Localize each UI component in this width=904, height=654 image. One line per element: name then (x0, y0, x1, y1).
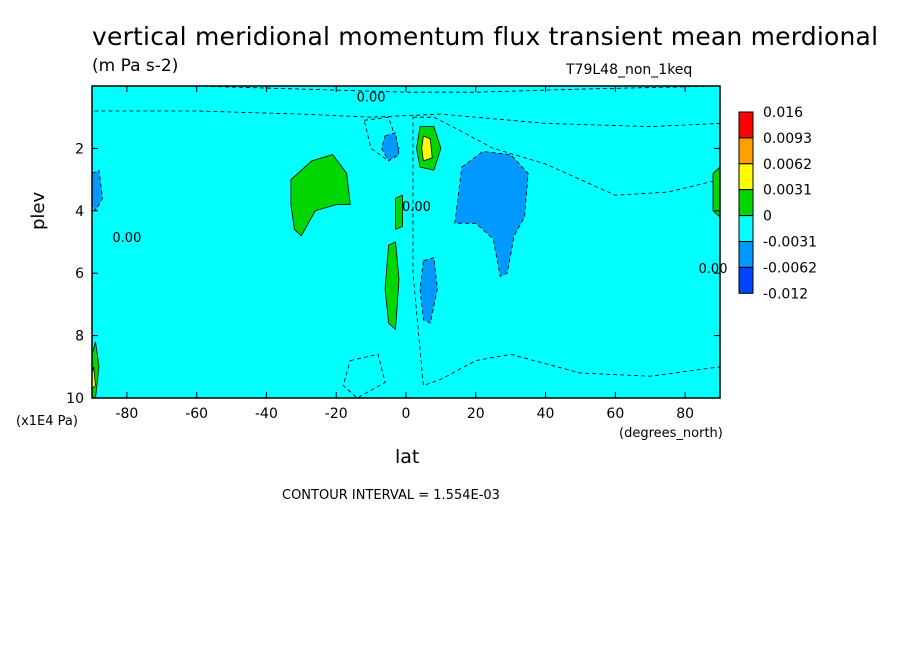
contour-label: 0.00 (699, 262, 728, 277)
x-tick-label: 20 (467, 406, 485, 422)
contour-region (384, 241, 400, 331)
x-axis-units: (degrees_north) (619, 426, 723, 441)
x-tick-label: 60 (606, 406, 624, 422)
contour-region (290, 154, 351, 237)
colorbar-label: 0.016 (763, 105, 803, 121)
contour-interval: CONTOUR INTERVAL = 1.554E-03 (282, 488, 500, 503)
contour-region (92, 366, 96, 390)
y-tick-label: 10 (66, 391, 84, 407)
colorbar-label: -0.0062 (763, 260, 817, 276)
contour-label: 0.00 (112, 231, 141, 246)
y-tick-label: 2 (75, 141, 84, 157)
colorbar-swatch (738, 137, 754, 165)
x-tick-label: -60 (185, 406, 208, 422)
run-label: T79L48_non_1keq (566, 62, 693, 78)
contour-region (342, 353, 386, 398)
colorbar-label: 0 (763, 209, 772, 225)
contour-label: 0.00 (357, 91, 386, 106)
chart-title: vertical meridional momentum flux transi… (92, 22, 879, 51)
colorbar-label: -0.012 (763, 286, 808, 302)
y-tick-label: 8 (75, 329, 84, 345)
colorbar-swatch (738, 111, 754, 139)
contour-region (381, 132, 400, 162)
contour-region (421, 135, 433, 162)
x-tick-label: -40 (255, 406, 278, 422)
y-tick-label: 4 (75, 204, 84, 220)
colorbar-label: 0.0031 (763, 183, 812, 199)
contour-labels: 0.00 0.00 0.00 0.00 (112, 91, 727, 278)
contour-region (92, 169, 103, 212)
colorbar-swatch (738, 189, 754, 217)
contour-region (419, 257, 438, 324)
colorbar-label: 0.0062 (763, 157, 812, 173)
contour-region (712, 166, 720, 218)
colorbar-label: -0.0031 (763, 235, 817, 251)
colorbar: 0.016 0.0093 0.0062 0.0031 0 -0.0031 -0.0062 -0… (738, 105, 817, 302)
colorbar-swatch (738, 163, 754, 191)
x-tick-label: 0 (402, 406, 411, 422)
colorbar-swatch (738, 266, 754, 294)
x-tick-label: -80 (115, 406, 138, 422)
contour-region (395, 194, 403, 231)
x-tick-label: -20 (325, 406, 348, 422)
colorbar-swatch (738, 241, 754, 268)
contour-region (92, 86, 720, 128)
y-axis-units: (x1E4 Pa) (16, 414, 78, 429)
x-tick-label: 40 (537, 406, 555, 422)
contour-fill-layer (92, 86, 720, 398)
x-axis: -80 -60 -40 -20 0 20 40 60 80 (115, 86, 694, 422)
colorbar-label: 0.0093 (763, 131, 812, 147)
contour-region (454, 151, 529, 277)
y-axis: 2 4 6 8 10 (66, 141, 720, 407)
chart-units: (m Pa s-2) (92, 56, 179, 76)
x-axis-label: lat (395, 446, 420, 468)
y-axis-label: plev (28, 191, 49, 230)
x-tick-label: 80 (676, 406, 694, 422)
y-tick-label: 6 (75, 266, 84, 282)
colorbar-swatch (738, 215, 754, 243)
contour-label: 0.00 (402, 200, 431, 215)
